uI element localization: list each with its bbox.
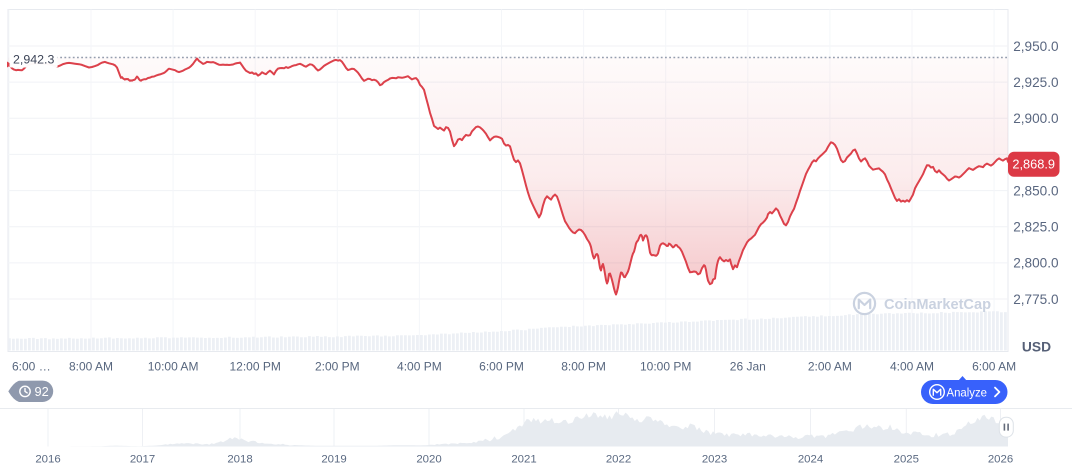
svg-text:26 Jan: 26 Jan — [730, 360, 766, 374]
svg-text:12:00 PM: 12:00 PM — [230, 360, 281, 374]
svg-text:USD: USD — [1022, 339, 1051, 354]
svg-text:2,942.3: 2,942.3 — [13, 53, 54, 67]
svg-text:2020: 2020 — [416, 453, 441, 465]
svg-text:2:00 PM: 2:00 PM — [315, 360, 360, 374]
svg-text:2023: 2023 — [702, 453, 727, 465]
svg-text:2018: 2018 — [227, 453, 252, 465]
svg-text:2025: 2025 — [894, 453, 919, 465]
svg-text:4:00 AM: 4:00 AM — [890, 360, 934, 374]
svg-text:8:00 AM: 8:00 AM — [69, 360, 113, 374]
svg-text:2:00 AM: 2:00 AM — [808, 360, 852, 374]
svg-text:4:00 PM: 4:00 PM — [397, 360, 442, 374]
svg-text:Analyze: Analyze — [947, 385, 988, 399]
svg-text:CoinMarketCap: CoinMarketCap — [884, 296, 991, 313]
svg-text:6:00 AM: 6:00 AM — [972, 360, 1016, 374]
svg-text:2,825.0: 2,825.0 — [1013, 220, 1059, 235]
svg-text:6:00 …: 6:00 … — [12, 360, 51, 374]
svg-text:2,950.0: 2,950.0 — [1013, 39, 1059, 54]
svg-text:2,900.0: 2,900.0 — [1013, 111, 1059, 126]
svg-text:2026: 2026 — [988, 453, 1013, 465]
svg-text:2019: 2019 — [321, 453, 346, 465]
svg-text:2017: 2017 — [130, 453, 155, 465]
svg-text:2,868.9: 2,868.9 — [1012, 156, 1055, 171]
svg-text:2,800.0: 2,800.0 — [1013, 256, 1059, 271]
svg-text:10:00 AM: 10:00 AM — [148, 360, 199, 374]
svg-text:2021: 2021 — [511, 453, 536, 465]
svg-text:2022: 2022 — [606, 453, 631, 465]
svg-text:2,925.0: 2,925.0 — [1013, 75, 1059, 90]
svg-text:92: 92 — [35, 384, 49, 399]
svg-text:2024: 2024 — [798, 453, 823, 465]
svg-text:8:00 PM: 8:00 PM — [561, 360, 606, 374]
svg-text:2016: 2016 — [35, 453, 60, 465]
svg-text:10:00 PM: 10:00 PM — [640, 360, 691, 374]
svg-text:2,775.0: 2,775.0 — [1013, 292, 1059, 307]
svg-text:6:00 PM: 6:00 PM — [479, 360, 524, 374]
svg-text:2,850.0: 2,850.0 — [1013, 183, 1059, 198]
